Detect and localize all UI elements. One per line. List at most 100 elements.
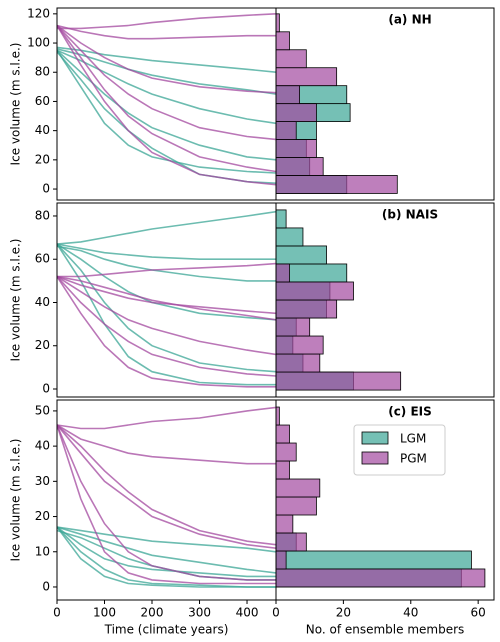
trajectory	[57, 24, 276, 40]
histogram-bar	[275, 103, 317, 122]
plot-lines	[57, 406, 276, 588]
y-tick-label: 0	[42, 579, 50, 593]
trajectory	[57, 24, 276, 141]
y-tick-label: 60	[35, 94, 50, 108]
x-tick-label: 60	[471, 606, 486, 620]
trajectory	[57, 424, 276, 546]
trajectory	[57, 48, 276, 95]
histogram-bar	[275, 371, 402, 391]
histogram-frame	[275, 399, 495, 601]
histogram-bar	[275, 317, 311, 337]
trajectory	[57, 529, 276, 581]
x-axis-label: No. of ensemble members	[306, 623, 465, 637]
histogram-bar	[275, 424, 290, 444]
y-tick-label: 0	[42, 182, 50, 196]
histogram-bar	[275, 478, 321, 498]
x-tick-label: 20	[336, 606, 351, 620]
x-tick-label: 400	[236, 606, 259, 620]
y-axis-label: Ice volume (m s.l.e.)	[9, 439, 23, 562]
legend-label: PGM	[400, 452, 427, 466]
trajectory	[57, 424, 276, 549]
x-tick-label: 200	[141, 606, 164, 620]
trajectory	[57, 25, 276, 186]
trajectory	[57, 275, 276, 356]
trajectory	[57, 262, 276, 278]
histogram-bar	[275, 139, 317, 158]
legend-label: LGM	[400, 432, 426, 446]
histogram-frame	[275, 202, 495, 398]
trajectory	[57, 210, 276, 245]
trajectory	[57, 243, 276, 373]
trajectory	[57, 49, 276, 174]
histogram-bar	[275, 568, 486, 588]
trajectory	[57, 526, 276, 588]
y-tick-label: 40	[35, 439, 50, 453]
histogram-bar	[275, 67, 338, 87]
y-tick-label: 50	[35, 403, 50, 417]
y-tick-label: 80	[35, 65, 50, 79]
y-axis-label: Ice volume (m s.l.e.)	[9, 239, 23, 362]
plot-frame	[56, 202, 277, 398]
y-tick-label: 40	[35, 123, 50, 137]
trajectory	[57, 526, 276, 578]
legend-swatch	[361, 431, 389, 445]
trajectory	[57, 424, 276, 465]
trajectory	[57, 46, 276, 73]
legend-swatch	[361, 451, 389, 465]
histogram-bar	[275, 227, 304, 247]
panel-title: (b) NAIS	[382, 208, 438, 222]
x-tick-label: 0	[272, 606, 280, 620]
y-tick-label: 120	[27, 6, 50, 20]
y-tick-label: 20	[35, 338, 50, 352]
histogram-bar	[275, 245, 327, 265]
histogram-frame	[275, 7, 495, 201]
histogram-bar	[275, 121, 297, 140]
trajectory	[57, 25, 276, 173]
trajectory	[57, 243, 276, 386]
x-tick-label: 0	[53, 606, 61, 620]
histogram-bar	[275, 49, 307, 69]
trajectory	[57, 275, 276, 321]
y-tick-label: 40	[35, 295, 50, 309]
trajectory	[57, 406, 276, 430]
histogram-bar	[275, 281, 354, 301]
trajectory	[57, 275, 276, 315]
histogram-bar	[275, 406, 280, 426]
histogram-bar	[275, 209, 287, 229]
trajectory	[57, 276, 276, 388]
histogram-bar	[275, 31, 290, 51]
trajectory	[57, 526, 276, 574]
plot-lines	[57, 210, 276, 388]
y-tick-label: 30	[35, 474, 50, 488]
trajectory	[57, 424, 276, 585]
histogram-bar	[275, 263, 290, 283]
trajectory	[57, 24, 276, 94]
histogram-bar	[275, 175, 398, 194]
trajectory	[57, 49, 276, 161]
histogram-bar	[275, 496, 317, 516]
y-tick-label: 100	[27, 36, 50, 50]
y-tick-label: 20	[35, 152, 50, 166]
histogram-bar	[275, 335, 324, 355]
histogram-bar	[275, 514, 294, 534]
histogram-bar	[275, 460, 290, 480]
histogram-bar	[275, 353, 321, 373]
trajectory	[57, 13, 276, 30]
histogram-bar	[275, 13, 280, 33]
plot-lines	[57, 13, 276, 186]
panel-title: (c) EIS	[388, 405, 432, 419]
trajectory	[57, 526, 276, 553]
histogram-bar	[275, 157, 324, 176]
panel-title: (a) NH	[388, 13, 431, 27]
y-tick-label: 60	[35, 252, 50, 266]
x-tick-label: 100	[93, 606, 116, 620]
trajectory	[57, 245, 276, 282]
histogram-bar	[275, 532, 307, 552]
trajectory	[57, 424, 276, 581]
histogram-bar	[275, 299, 338, 319]
histogram-bar	[275, 442, 297, 462]
histogram-bar	[275, 85, 300, 105]
y-tick-label: 0	[42, 381, 50, 395]
histogram-bar	[275, 550, 472, 570]
